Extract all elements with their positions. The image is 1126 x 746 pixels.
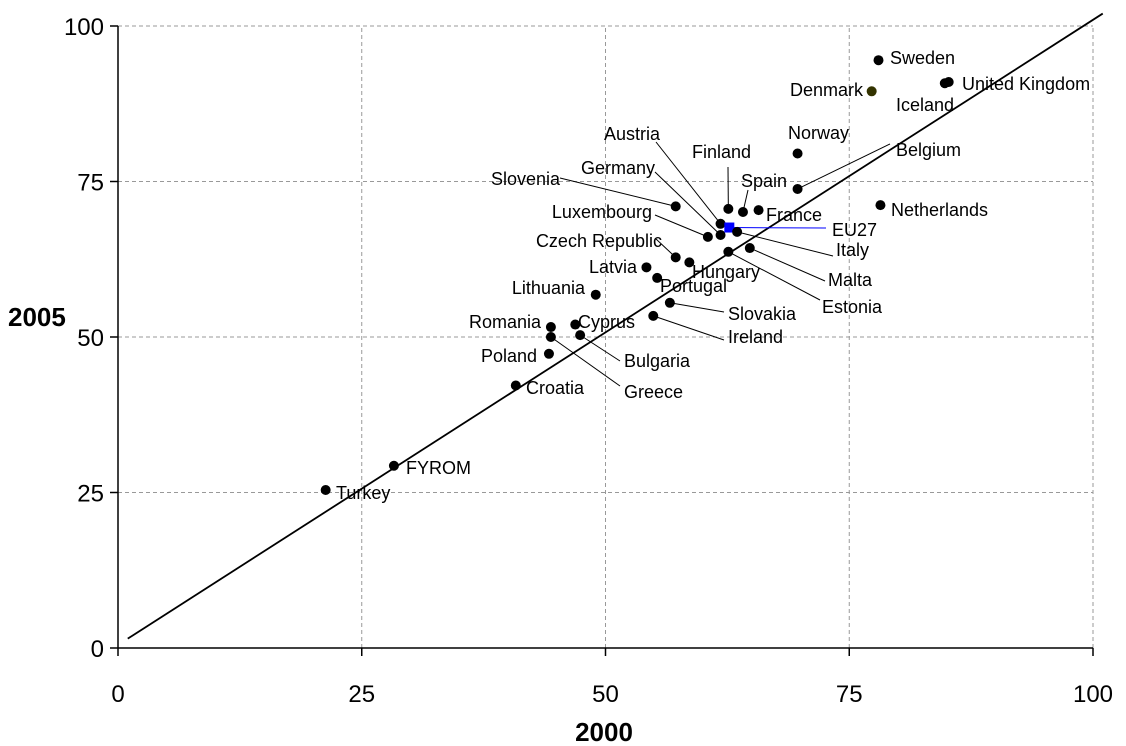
point-estonia bbox=[723, 246, 734, 257]
label-netherlands: Netherlands bbox=[891, 200, 988, 220]
label-fyrom: FYROM bbox=[406, 458, 471, 478]
point-latvia bbox=[641, 262, 652, 273]
leader-line-estonia bbox=[728, 251, 821, 301]
x-tick-label: 0 bbox=[111, 681, 124, 708]
point-hungary bbox=[684, 257, 695, 268]
point-norway bbox=[792, 148, 803, 159]
label-latvia: Latvia bbox=[589, 257, 638, 277]
leader-line-slovenia bbox=[559, 177, 676, 207]
leader-line-belgium bbox=[797, 143, 891, 190]
point-france bbox=[753, 205, 764, 216]
label-france: France bbox=[766, 205, 822, 225]
x-tick-label: 50 bbox=[592, 681, 619, 708]
tick-labels: 0 25 50 75 100 0 25 50 75 100 bbox=[64, 14, 1113, 708]
point-portugal bbox=[652, 272, 663, 283]
axes bbox=[110, 25, 1094, 656]
leader-line-greece bbox=[550, 336, 621, 387]
point-austria bbox=[715, 218, 726, 229]
label-germany: Germany bbox=[581, 158, 655, 178]
leader-lines bbox=[550, 141, 891, 387]
leader-line-malta bbox=[749, 247, 826, 282]
label-slovakia: Slovakia bbox=[728, 304, 797, 324]
leader-line-germany bbox=[654, 171, 721, 236]
point-labels: Sweden United Kingdom Iceland Denmark Norway… bbox=[336, 48, 1090, 503]
label-turkey: Turkey bbox=[336, 483, 390, 503]
point-czech-republic bbox=[670, 252, 681, 263]
label-croatia: Croatia bbox=[526, 378, 585, 398]
y-tick-label: 75 bbox=[77, 170, 104, 197]
label-bulgaria: Bulgaria bbox=[624, 351, 691, 371]
label-portugal: Portugal bbox=[660, 276, 727, 296]
point-sweden bbox=[873, 55, 884, 66]
leader-line-luxembourg bbox=[654, 214, 709, 238]
point-belgium bbox=[792, 183, 803, 194]
y-axis-title: 2005 bbox=[8, 302, 66, 332]
point-iceland bbox=[939, 78, 950, 89]
point-luxembourg bbox=[702, 231, 713, 242]
label-sweden: Sweden bbox=[890, 48, 955, 68]
point-germany bbox=[715, 229, 726, 240]
leader-line-bulgaria bbox=[579, 334, 621, 362]
label-cyprus: Cyprus bbox=[578, 312, 635, 332]
point-turkey bbox=[320, 485, 331, 496]
label-hungary: Hungary bbox=[692, 262, 760, 282]
x-tick-label: 25 bbox=[348, 681, 375, 708]
label-finland: Finland bbox=[692, 142, 751, 162]
point-ireland bbox=[648, 310, 659, 321]
point-netherlands bbox=[875, 200, 886, 211]
label-lithuania: Lithuania bbox=[512, 278, 586, 298]
label-romania: Romania bbox=[469, 312, 542, 332]
reference-line bbox=[127, 12, 1104, 640]
data-points bbox=[320, 55, 954, 496]
diagonal-line bbox=[127, 12, 1104, 640]
label-eu27: EU27 bbox=[832, 220, 877, 240]
y-tick-label: 100 bbox=[64, 14, 104, 41]
label-denmark: Denmark bbox=[790, 80, 864, 100]
label-malta: Malta bbox=[828, 270, 873, 290]
label-belgium: Belgium bbox=[896, 140, 961, 160]
point-italy bbox=[732, 226, 743, 237]
y-tick-label: 25 bbox=[77, 481, 104, 508]
label-iceland: Iceland bbox=[896, 95, 954, 115]
point-denmark bbox=[866, 86, 877, 97]
y-tick-label: 50 bbox=[77, 325, 104, 352]
point-bulgaria bbox=[575, 330, 586, 341]
leader-line-slovakia bbox=[669, 302, 725, 313]
label-luxembourg: Luxembourg bbox=[552, 202, 652, 222]
x-tick-label: 100 bbox=[1073, 681, 1113, 708]
x-tick-label: 75 bbox=[836, 681, 863, 708]
point-croatia bbox=[510, 380, 521, 391]
label-austria: Austria bbox=[604, 124, 661, 144]
point-cyprus bbox=[570, 319, 581, 330]
point-poland bbox=[543, 348, 554, 359]
label-slovenia: Slovenia bbox=[491, 169, 561, 189]
grid-lines bbox=[118, 25, 1094, 648]
x-axis-title: 2000 bbox=[575, 717, 633, 746]
point-slovakia bbox=[664, 297, 675, 308]
point-spain bbox=[737, 206, 748, 217]
label-estonia: Estonia bbox=[822, 297, 883, 317]
point-finland bbox=[723, 203, 734, 214]
label-italy: Italy bbox=[836, 240, 869, 260]
leader-line-italy bbox=[737, 231, 834, 257]
label-spain: Spain bbox=[741, 171, 787, 191]
point-slovenia bbox=[670, 201, 681, 212]
point-malta bbox=[744, 243, 755, 254]
point-eu27 bbox=[724, 222, 735, 233]
label-norway: Norway bbox=[788, 123, 849, 143]
label-poland: Poland bbox=[481, 346, 537, 366]
point-romania bbox=[545, 322, 556, 333]
point-greece bbox=[545, 332, 556, 342]
label-united-kingdom: United Kingdom bbox=[962, 74, 1090, 94]
point-lithuania bbox=[590, 289, 601, 300]
point-fyrom bbox=[388, 460, 399, 471]
label-greece: Greece bbox=[624, 382, 683, 402]
label-czech-republic: Czech Republic bbox=[536, 231, 662, 251]
y-tick-label: 0 bbox=[91, 636, 104, 663]
leader-line-austria bbox=[655, 141, 721, 225]
leader-line-ireland bbox=[653, 315, 725, 341]
label-ireland: Ireland bbox=[728, 327, 783, 347]
